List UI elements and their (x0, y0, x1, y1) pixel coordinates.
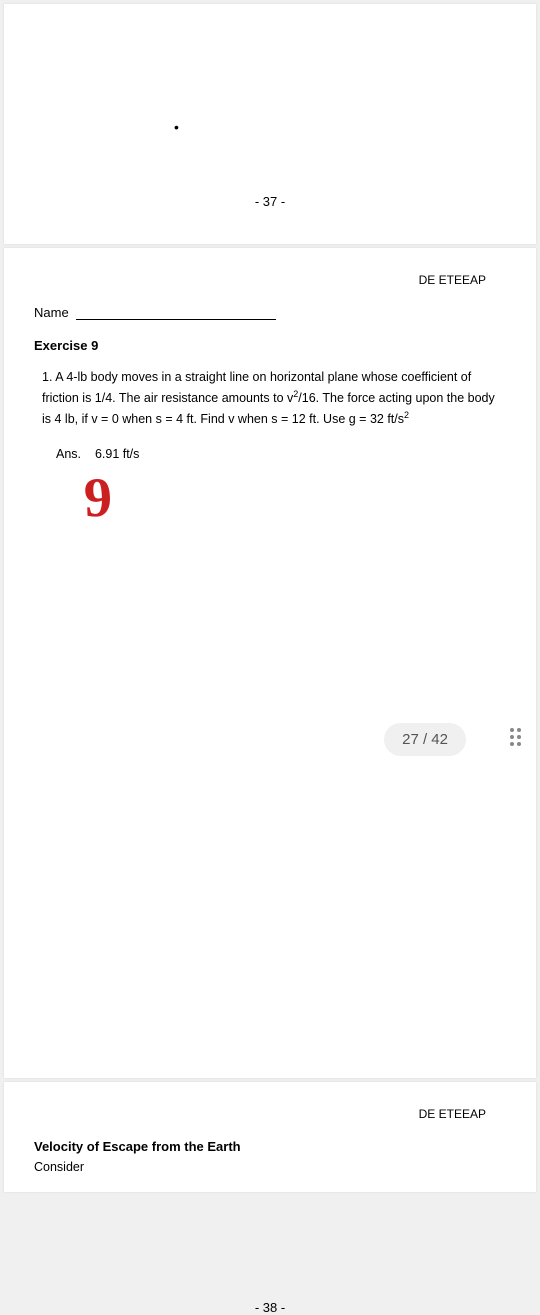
answer-value: 6.91 ft/s (95, 447, 139, 461)
answer-line: Ans. 6.91 ft/s (34, 447, 506, 461)
consider-text: Consider (34, 1160, 506, 1174)
dot-mark: • (174, 119, 179, 135)
handwritten-annotation: 9 (83, 466, 113, 531)
page-indicator-text: 27 / 42 (402, 731, 448, 748)
problem-1: 1. A 4-lb body moves in a straight line … (34, 367, 506, 429)
exercise-title: Exercise 9 (34, 338, 506, 353)
page-number-38: - 38 - (34, 1300, 506, 1315)
page-37-content: DE ETEEAP Name Exercise 9 1. A 4-lb body… (4, 248, 536, 1078)
name-underline (76, 319, 276, 320)
header-de-eteeap-2: DE ETEEAP (34, 1107, 506, 1121)
page-number-37: - 37 - (24, 194, 516, 209)
page-37-upper: • - 37 - (4, 4, 536, 244)
header-de-eteeap-1: DE ETEEAP (34, 273, 506, 287)
page-38-content: DE ETEEAP Velocity of Escape from the Ea… (4, 1082, 536, 1192)
velocity-title: Velocity of Escape from the Earth (34, 1139, 506, 1154)
menu-dots-icon[interactable] (510, 728, 521, 746)
name-field: Name (34, 305, 506, 320)
page-indicator[interactable]: 27 / 42 (384, 723, 466, 756)
name-label: Name (34, 305, 69, 320)
answer-label: Ans. (56, 447, 81, 461)
problem-text: A 4-lb body moves in a straight line on … (42, 370, 495, 426)
problem-number: 1. (42, 370, 52, 384)
